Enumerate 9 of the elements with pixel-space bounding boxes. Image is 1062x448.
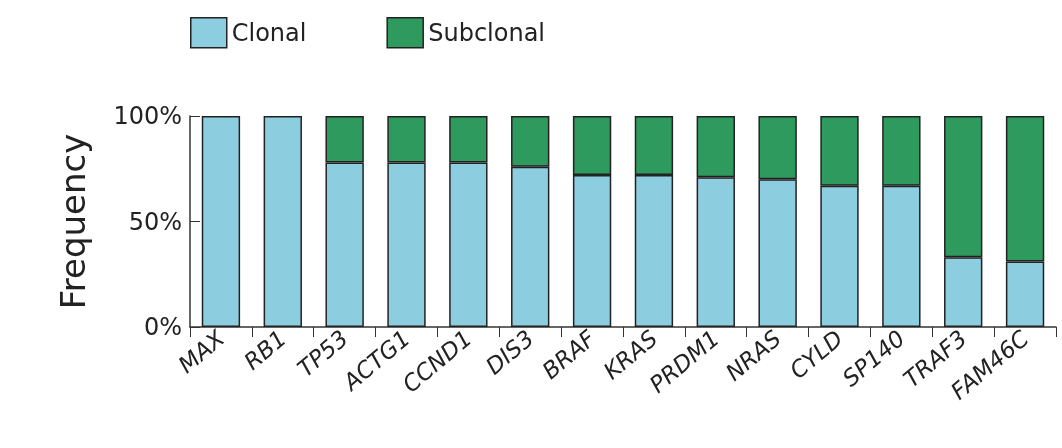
legend-label: Subclonal bbox=[428, 18, 546, 47]
bar bbox=[263, 116, 302, 327]
y-tick-label: 100% bbox=[113, 102, 182, 130]
bar bbox=[201, 116, 241, 327]
y-tick-label: 50% bbox=[128, 207, 182, 236]
legend-label: Clonal bbox=[231, 18, 307, 47]
y-tick-label: 0% bbox=[143, 313, 182, 341]
x-tick-label: RB1 bbox=[238, 325, 292, 375]
y-axis-title: Frequency bbox=[53, 133, 93, 310]
